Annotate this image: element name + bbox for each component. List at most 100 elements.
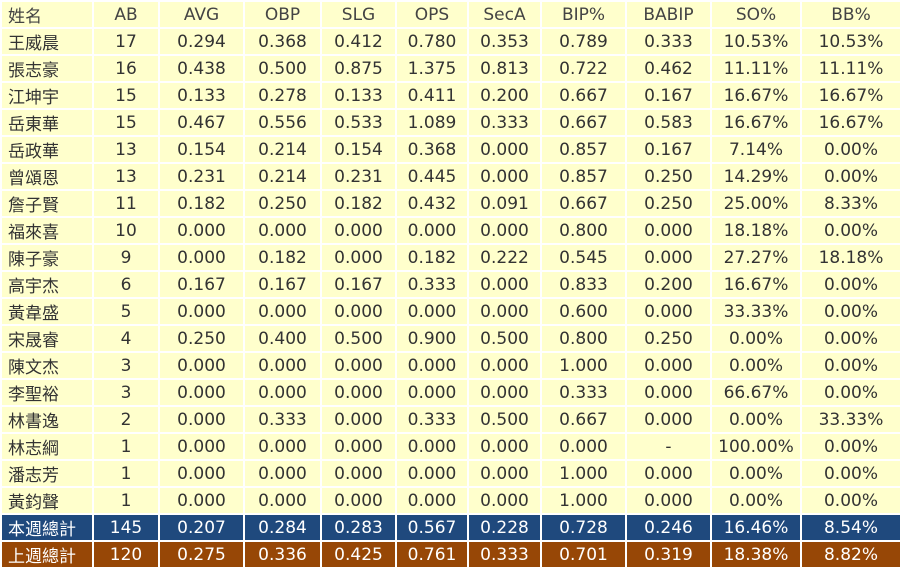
table-row: 本週總計 145 0.207 0.284 0.283 0.567 0.228 0.728 0.2… [0,513,900,542]
stat-cell: 1 [92,459,160,488]
stat-cell: 0.533 [320,108,397,137]
stat-cell: 0.500 [243,54,322,83]
stat-cell: 0.368 [395,135,469,164]
table-row: 黃鈞聲 1 0.000 0.000 0.000 0.000 0.000 1.000 0.000 0… [0,486,900,515]
stat-cell: 33.33% [710,297,802,326]
stat-cell: 0.000 [243,297,322,326]
name-cell: 黃韋盛 [0,297,94,326]
stat-cell: 0.445 [395,162,469,191]
stat-cell: 0.412 [320,27,397,56]
stat-cell: 0.000 [158,351,245,380]
table-row: 曾頌恩 13 0.231 0.214 0.231 0.445 0.000 0.857 0.250… [0,162,900,191]
stat-cell: 0.500 [467,324,542,353]
stat-cell: 0.857 [540,162,627,191]
name-cell: 宋晟睿 [0,324,94,353]
stat-cell: 120 [92,540,160,569]
stat-cell: 5 [92,297,160,326]
stat-cell: 16.46% [710,513,802,542]
stat-cell: BB% [800,0,900,29]
stat-cell: 0.000 [467,432,542,461]
stat-cell: 0.00% [710,459,802,488]
stat-cell: 0.833 [540,270,627,299]
stat-cell: 0.000 [158,243,245,272]
stat-cell: SecA [467,0,542,29]
stat-cell: 0.000 [243,378,322,407]
stat-cell: 0.000 [540,432,627,461]
name-cell: 岳東華 [0,108,94,137]
stat-cell: 15 [92,108,160,137]
stat-cell: 0.333 [243,405,322,434]
stat-cell: 0.00% [710,486,802,515]
stat-cell: 0.432 [395,189,469,218]
stat-cell: 18.18% [710,216,802,245]
stat-cell: 0.000 [625,486,712,515]
stat-cell: 0.000 [467,486,542,515]
stat-cell: 0.333 [467,108,542,137]
stat-cell: 0.00% [800,351,900,380]
stat-cell: 0.000 [395,297,469,326]
table-row: 潘志芳 1 0.000 0.000 0.000 0.000 0.000 1.000 0.000 0… [0,459,900,488]
stat-cell: 0.167 [320,270,397,299]
name-cell: 高宇杰 [0,270,94,299]
stat-cell: AVG [158,0,245,29]
stat-cell: 145 [92,513,160,542]
table-row: 江坤宇 15 0.133 0.278 0.133 0.411 0.200 0.667 0.167… [0,81,900,110]
stat-cell: 27.27% [710,243,802,272]
stat-cell: 0.319 [625,540,712,569]
name-cell: 江坤宇 [0,81,94,110]
stat-cell: 0.200 [625,270,712,299]
name-cell: 王威晨 [0,27,94,56]
name-cell: 本週總計 [0,513,94,542]
table-row: 張志豪 16 0.438 0.500 0.875 1.375 0.813 0.722 0.462… [0,54,900,83]
stat-cell: 13 [92,135,160,164]
stat-cell: 0.000 [395,378,469,407]
stat-cell: 0.000 [158,216,245,245]
stat-cell: 1.375 [395,54,469,83]
stat-cell: 0.000 [467,378,542,407]
stat-cell: 3 [92,378,160,407]
stat-cell: 0.857 [540,135,627,164]
stat-cell: 0.133 [320,81,397,110]
table-row: 林書逸 2 0.000 0.333 0.000 0.333 0.500 0.667 0.000 0… [0,405,900,434]
stat-cell: 16.67% [800,81,900,110]
stat-cell: 0.000 [467,135,542,164]
name-cell: 林志綱 [0,432,94,461]
name-cell: 黃鈞聲 [0,486,94,515]
stat-cell: 0.000 [395,432,469,461]
stat-cell: OBP [243,0,322,29]
stat-cell: 0.336 [243,540,322,569]
stat-cell: 0.000 [625,297,712,326]
stat-cell: 0.353 [467,27,542,56]
stat-cell: 0.789 [540,27,627,56]
stat-cell: 0.00% [800,216,900,245]
stat-cell: 0.00% [800,270,900,299]
name-cell: 林書逸 [0,405,94,434]
stat-cell: AB [92,0,160,29]
stat-cell: 0.200 [467,81,542,110]
name-cell: 福來喜 [0,216,94,245]
stat-cell: 0.167 [625,135,712,164]
stat-cell: 0.222 [467,243,542,272]
name-cell: 岳政華 [0,135,94,164]
stat-cell: 0.167 [625,81,712,110]
table-row: 高宇杰 6 0.167 0.167 0.167 0.333 0.000 0.833 0.200 1… [0,270,900,299]
stat-cell: 0.000 [320,432,397,461]
stat-cell: 0.00% [800,459,900,488]
table-row: 李聖裕 3 0.000 0.000 0.000 0.000 0.000 0.333 0.000 6… [0,378,900,407]
stat-cell: 0.000 [320,459,397,488]
stat-cell: 10.53% [710,27,802,56]
stat-cell: 0.000 [395,459,469,488]
stat-cell: 25.00% [710,189,802,218]
stat-cell: 0.411 [395,81,469,110]
stat-cell: 0.667 [540,81,627,110]
table-row: 陳文杰 3 0.000 0.000 0.000 0.000 0.000 1.000 0.000 0… [0,351,900,380]
stat-cell: 16.67% [710,108,802,137]
stat-cell: 18.38% [710,540,802,569]
stat-cell: 0.00% [800,432,900,461]
stat-cell: 0.231 [158,162,245,191]
stat-cell: 0.000 [320,486,397,515]
stat-cell: 0.728 [540,513,627,542]
stat-cell: 3 [92,351,160,380]
stat-cell: 0.000 [158,405,245,434]
